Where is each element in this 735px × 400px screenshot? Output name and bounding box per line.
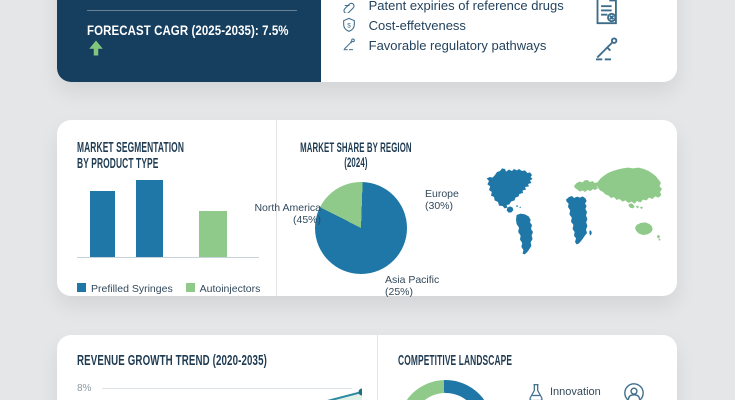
svg-text:$: $ bbox=[347, 23, 351, 30]
